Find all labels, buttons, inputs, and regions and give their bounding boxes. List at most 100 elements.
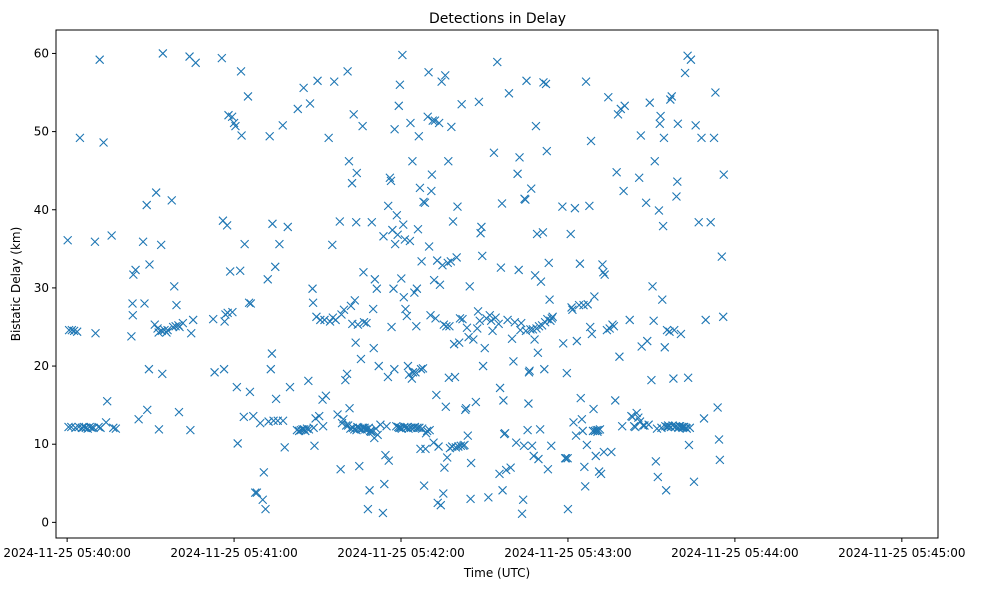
data-point	[599, 447, 609, 457]
data-point	[167, 195, 177, 205]
data-point	[398, 50, 407, 60]
data-point	[452, 253, 462, 262]
data-point	[603, 92, 613, 102]
data-point	[304, 424, 314, 434]
data-point	[656, 111, 665, 121]
data-point	[644, 420, 654, 430]
data-point	[598, 260, 607, 269]
data-point	[503, 315, 512, 325]
data-point	[250, 488, 260, 498]
data-point	[561, 453, 571, 463]
data-point	[488, 326, 497, 336]
data-point	[472, 324, 482, 333]
data-point	[446, 256, 456, 266]
data-point	[474, 97, 484, 107]
data-point	[225, 267, 235, 276]
data-point	[354, 461, 364, 471]
data-point	[657, 295, 667, 305]
data-point	[75, 133, 85, 143]
data-point	[99, 138, 108, 147]
data-point	[477, 251, 487, 261]
data-point	[359, 267, 368, 277]
data-point	[718, 312, 728, 322]
data-point	[236, 67, 246, 76]
data-point	[473, 306, 483, 316]
data-point	[210, 367, 219, 377]
data-point	[445, 321, 454, 331]
data-point	[539, 364, 549, 374]
data-point	[682, 424, 692, 433]
data-point	[379, 479, 389, 489]
data-point	[489, 148, 499, 158]
data-point	[379, 231, 388, 241]
x-tick-label: 2024-11-25 05:41:00	[170, 546, 297, 560]
data-point	[465, 281, 475, 291]
x-tick-label: 2024-11-25 05:44:00	[671, 546, 798, 560]
x-axis-label: Time (UTC)	[463, 566, 530, 580]
data-point	[545, 295, 554, 305]
data-point	[217, 53, 227, 63]
data-point	[403, 361, 413, 371]
data-point	[336, 464, 346, 474]
data-point	[145, 260, 154, 269]
data-point	[405, 236, 415, 246]
data-point	[345, 403, 354, 413]
data-point	[383, 372, 393, 382]
data-point	[427, 170, 437, 179]
data-point	[574, 300, 584, 310]
data-point	[654, 206, 664, 215]
data-point	[255, 418, 265, 428]
data-point	[683, 373, 693, 383]
data-point	[318, 421, 328, 431]
data-point	[128, 299, 137, 308]
data-point	[305, 99, 315, 108]
data-point	[458, 314, 467, 324]
data-point	[414, 131, 424, 141]
data-point	[636, 131, 646, 140]
data-point	[268, 219, 277, 229]
data-point	[327, 240, 337, 250]
data-point	[293, 104, 303, 114]
data-point	[208, 314, 218, 324]
data-point	[372, 284, 382, 294]
data-point	[402, 311, 412, 321]
data-point	[417, 424, 427, 433]
data-point	[439, 320, 449, 330]
data-point	[243, 92, 253, 101]
data-point	[453, 202, 462, 212]
data-point	[378, 508, 388, 518]
data-point	[464, 332, 474, 342]
data-point	[454, 338, 464, 348]
y-tick-label: 40	[34, 203, 49, 217]
data-point	[506, 463, 516, 473]
data-point	[615, 352, 624, 362]
data-point	[387, 322, 396, 332]
data-point	[586, 136, 596, 146]
data-point	[598, 267, 608, 277]
data-point	[157, 369, 167, 379]
data-point	[278, 120, 288, 130]
data-point	[665, 327, 674, 337]
data-point	[526, 184, 536, 194]
data-point	[694, 217, 704, 227]
data-point	[538, 228, 548, 237]
data-point	[577, 414, 587, 424]
data-point	[596, 469, 606, 479]
data-point	[248, 411, 258, 421]
data-point	[486, 316, 496, 326]
data-point	[572, 336, 582, 346]
data-point	[585, 322, 595, 332]
data-point	[495, 383, 505, 393]
data-point	[650, 156, 660, 166]
data-point	[680, 68, 690, 78]
data-point	[395, 80, 405, 90]
data-point	[95, 55, 105, 65]
data-point	[409, 288, 419, 297]
x-tick-label: 2024-11-25 05:43:00	[504, 546, 631, 560]
data-point	[531, 121, 541, 131]
data-point	[346, 301, 356, 311]
data-point	[266, 364, 276, 374]
data-point	[127, 331, 136, 341]
data-point	[265, 131, 275, 141]
data-point	[684, 440, 694, 450]
